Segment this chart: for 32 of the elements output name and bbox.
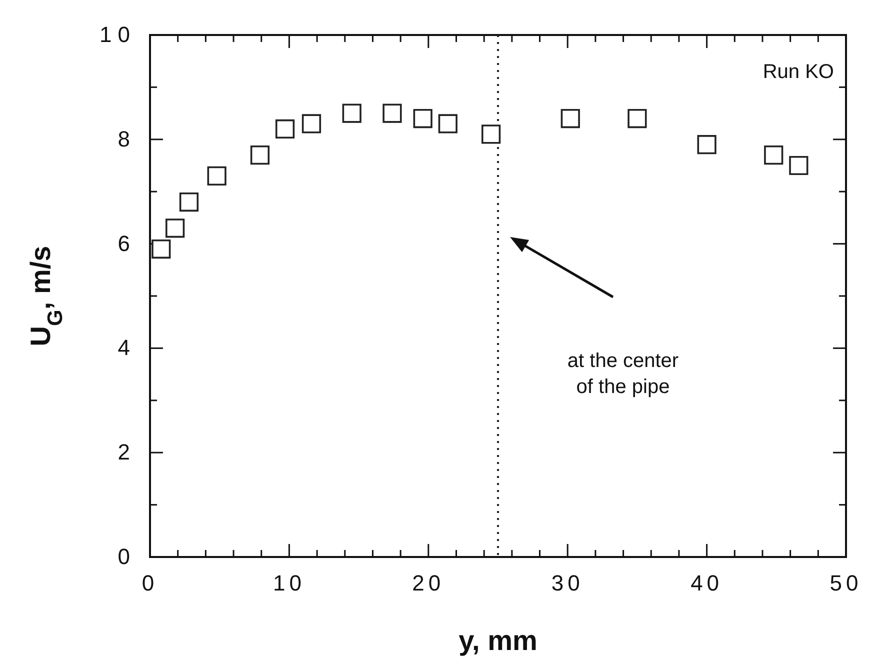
- point: [179, 192, 199, 212]
- y-tick-label: 2: [118, 440, 136, 465]
- y-tick-label: 0: [118, 544, 136, 570]
- point: [697, 135, 716, 154]
- point: [250, 146, 270, 165]
- point: [560, 108, 580, 128]
- annotation: at the center of the pipe: [567, 350, 679, 398]
- x-axis-title: y, mm: [458, 625, 538, 656]
- point: [302, 114, 322, 134]
- point: [481, 124, 501, 144]
- x-tick-label: 10: [272, 570, 306, 596]
- point: [438, 114, 458, 134]
- point: [413, 108, 432, 128]
- y-tick-label: 10: [100, 22, 136, 48]
- point: [207, 166, 226, 186]
- point: [275, 119, 295, 139]
- point: [382, 104, 402, 123]
- x-tick-label: 30: [551, 570, 584, 596]
- x-tick-label: 0: [142, 570, 158, 596]
- point: [789, 156, 808, 176]
- x-tick-label: 20: [412, 570, 445, 596]
- y-tick-label: 8: [118, 126, 136, 152]
- x-tick-label: 40: [690, 570, 724, 596]
- annotation: Run KO: [762, 61, 834, 83]
- point: [165, 218, 185, 238]
- point: [342, 104, 362, 123]
- x-tick-label: 50: [830, 570, 862, 596]
- point: [764, 146, 784, 165]
- point: [628, 108, 647, 128]
- y-tick-label: 6: [118, 230, 136, 256]
- y-tick-label: 4: [118, 335, 136, 360]
- point: [152, 239, 171, 259]
